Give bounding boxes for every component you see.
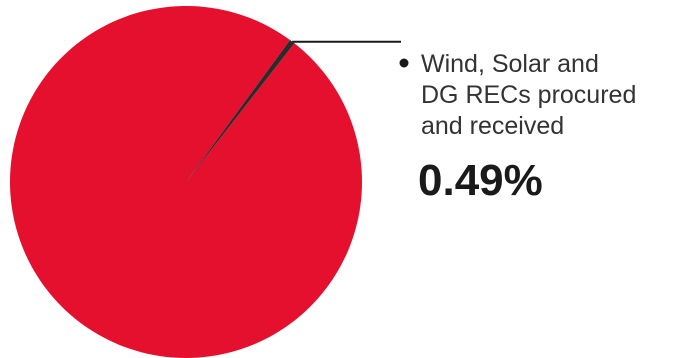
- callout-label-line-3: and received: [421, 112, 564, 140]
- callout-dot: [399, 58, 409, 68]
- callout-label: Wind, Solar and DG RECs procured and rec…: [421, 50, 643, 140]
- callout-label-line-1: Wind, Solar and: [421, 50, 599, 78]
- pie-slices: [9, 5, 362, 358]
- pie-slice-wind-solar-dg-recs: [186, 40, 295, 182]
- callout-value: 0.49%: [418, 156, 543, 205]
- pie-slice-main: [9, 5, 362, 358]
- callout-label-line-2: DG RECs procured: [421, 81, 636, 109]
